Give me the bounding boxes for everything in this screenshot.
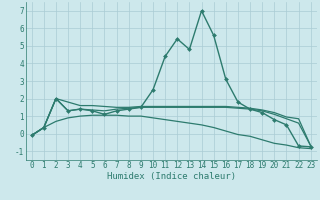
X-axis label: Humidex (Indice chaleur): Humidex (Indice chaleur) <box>107 172 236 181</box>
